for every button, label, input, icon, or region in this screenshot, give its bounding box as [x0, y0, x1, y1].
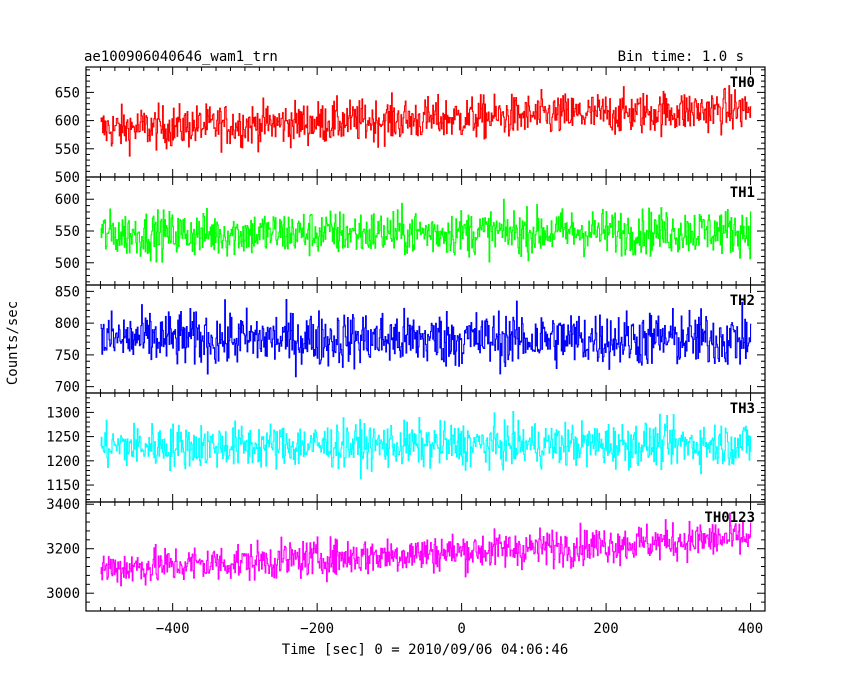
series-name-th2: TH2 [730, 293, 755, 309]
chart-title: ae100906040646_wam1_trn [84, 49, 278, 65]
series-name-th0123: TH0123 [704, 510, 755, 526]
x-tick-label: 400 [738, 621, 763, 637]
panel-frame [85, 501, 766, 612]
series-line-th0 [100, 85, 752, 157]
y-tick-label: 1200 [46, 454, 80, 470]
y-tick-label: 550 [55, 224, 80, 240]
y-tick-label: 3000 [46, 586, 80, 602]
y-tick-label: 1300 [46, 405, 80, 421]
panel-th3: 1150 1200 1250 1300 TH3 [46, 392, 766, 503]
y-tick-label: 600 [55, 114, 80, 130]
series-name-th1: TH1 [730, 185, 755, 201]
series-name-th3: TH3 [730, 401, 755, 417]
series-name-th0: TH0 [730, 75, 755, 91]
panel-th2: 700 750 800 850 TH2 [55, 284, 766, 396]
panels-group: 500 550 600 650 TH0 500 550 600 TH1 700 750 800 850 T… [46, 66, 766, 637]
y-tick-label: 850 [55, 284, 80, 300]
y-tick-label: 650 [55, 85, 80, 101]
bin-time-label: Bin time: 1.0 s [618, 49, 744, 65]
series-line-th3 [100, 411, 752, 480]
y-tick-label: 600 [55, 192, 80, 208]
y-tick-label: 500 [55, 256, 80, 272]
x-axis-title: Time [sec] 0 = 2010/09/06 04:06:46 [282, 642, 569, 658]
y-tick-label: 800 [55, 316, 80, 332]
y-axis-title: Counts/sec [5, 301, 21, 385]
panel-th0: 500 550 600 650 TH0 [55, 66, 766, 186]
y-tick-label: 1250 [46, 430, 80, 446]
series-line-th1 [100, 198, 752, 263]
y-tick-label: 700 [55, 380, 80, 396]
y-tick-label: 550 [55, 142, 80, 158]
y-tick-label: 500 [55, 170, 80, 186]
series-line-th2 [100, 299, 752, 378]
x-tick-label: −400 [156, 621, 190, 637]
x-tick-label: 200 [593, 621, 618, 637]
y-tick-label: 3400 [46, 497, 80, 513]
x-tick-label: −200 [300, 621, 334, 637]
y-tick-label: 3200 [46, 542, 80, 558]
series-line-th0123 [100, 512, 752, 587]
panel-th0123: 3000 3200 3400 TH0123 [46, 497, 766, 612]
y-tick-label: 1150 [46, 478, 80, 494]
x-tick-label: 0 [457, 621, 465, 637]
y-tick-label: 750 [55, 348, 80, 364]
panel-th1: 500 550 600 TH1 [55, 176, 766, 286]
